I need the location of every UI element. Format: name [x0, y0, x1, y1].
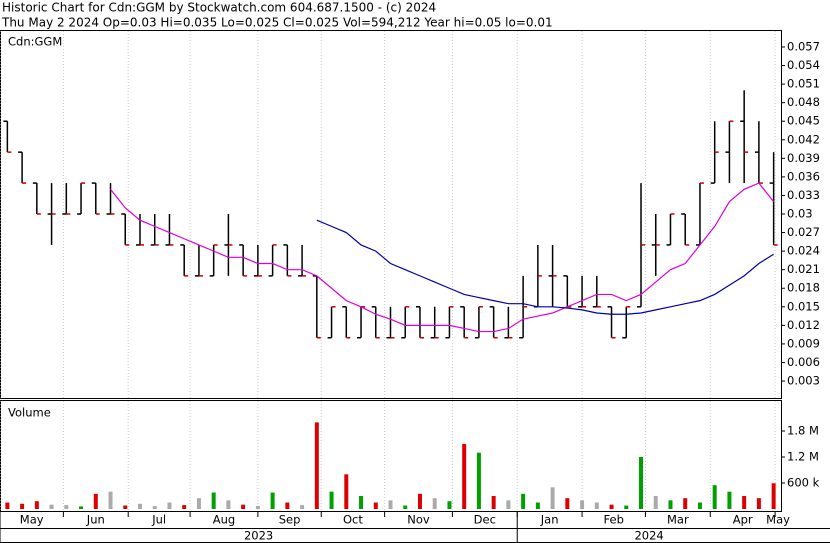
volume-bar: [653, 496, 658, 509]
volume-bar: [79, 506, 84, 509]
x-tick-label: May: [766, 513, 790, 527]
volume-frame: [0, 400, 782, 512]
x-tick-label: Apr: [733, 513, 753, 527]
x-tick-label: Jun: [86, 513, 105, 527]
x-tick-label: Sep: [279, 513, 301, 527]
volume-bar: [255, 505, 260, 509]
volume-bar: [580, 500, 585, 509]
volume-bar: [521, 493, 526, 509]
moving-average: [110, 182, 775, 333]
x-tick-label: Nov: [407, 513, 430, 527]
volume-bar: [93, 493, 98, 509]
y-tick-label: 0.024: [787, 244, 820, 258]
volume-bar: [756, 498, 761, 509]
volume-bar: [491, 496, 496, 509]
y-tick-label: 0.006: [787, 355, 820, 369]
y-tick-label: 1.8 M: [787, 424, 819, 438]
chart-title: Historic Chart for Cdn:GGM by Stockwatch…: [2, 1, 436, 15]
volume-bar: [5, 502, 10, 509]
volume-bar: [152, 505, 157, 509]
volume-bar: [108, 491, 113, 509]
year-label: 2024: [634, 529, 663, 543]
volume-bar: [344, 474, 349, 509]
volume-bar: [506, 500, 511, 509]
volume-bar: [697, 502, 702, 509]
volume-bar: [727, 491, 732, 509]
x-tick-label: Aug: [213, 513, 235, 527]
x-tick-label: Oct: [343, 513, 363, 527]
y-tick-label: 0.054: [787, 58, 820, 72]
chart-subtitle: Thu May 2 2024 Op=0.03 Hi=0.035 Lo=0.025…: [1, 16, 553, 30]
volume-bar: [447, 501, 452, 509]
y-tick-label: 0.021: [787, 262, 820, 276]
y-tick-label: 0.036: [787, 169, 820, 183]
year-label: 2023: [244, 529, 273, 543]
volume-bar: [226, 500, 231, 509]
y-tick-label: 0.012: [787, 318, 820, 332]
x-tick-label: Feb: [604, 513, 624, 527]
volume-bar: [196, 498, 201, 509]
y-tick-label: 0.057: [787, 39, 820, 53]
volume-bar: [432, 498, 437, 509]
y-tick-label: 600 k: [787, 476, 820, 490]
y-tick-label: 0.027: [787, 225, 820, 239]
volume-bar: [476, 452, 481, 509]
y-tick-label: 0.03: [787, 207, 813, 221]
x-tick-label: Mar: [667, 513, 689, 527]
volume-bar: [270, 492, 275, 509]
moving-average: [316, 219, 774, 315]
y-tick-label: 1.2 M: [787, 450, 819, 464]
volume-bar: [300, 505, 305, 509]
volume-bar: [285, 502, 290, 509]
x-tick-label: May: [20, 513, 44, 527]
legend-label: Cdn:GGM: [8, 35, 62, 49]
y-tick-label: 0.033: [787, 188, 820, 202]
volume-bar: [417, 493, 422, 509]
volume-bar: [712, 485, 717, 509]
volume-bar: [20, 503, 25, 509]
volume-bar: [624, 505, 629, 509]
x-tick-label: Dec: [474, 513, 496, 527]
volume-bar: [639, 457, 644, 509]
volume-bar: [137, 503, 142, 509]
volume-bar: [49, 504, 54, 509]
volume-bar: [565, 498, 570, 509]
volume-bar: [462, 444, 467, 509]
volume-bar: [594, 502, 599, 509]
volume-bar: [771, 483, 776, 509]
volume-bar: [359, 496, 364, 509]
volume-bar: [388, 500, 393, 509]
volume-bar: [182, 505, 187, 509]
y-tick-label: 0.015: [787, 299, 820, 313]
x-tick-label: Jul: [151, 513, 166, 527]
volume-bar: [403, 505, 408, 509]
y-tick-label: 0.045: [787, 114, 820, 128]
volume-bar: [314, 422, 319, 509]
y-tick-label: 0.009: [787, 336, 820, 350]
volume-bar: [64, 505, 69, 509]
volume-bar: [742, 496, 747, 509]
volume-bar: [167, 502, 172, 509]
volume-bar: [535, 502, 540, 509]
y-tick-label: 0.003: [787, 374, 820, 388]
volume-bar: [211, 492, 216, 509]
y-tick-label: 0.048: [787, 95, 820, 109]
y-tick-label: 0.051: [787, 77, 820, 91]
volume-bar: [373, 502, 378, 509]
volume-bar: [609, 504, 614, 509]
volume-bar: [329, 491, 334, 509]
volume-bar: [123, 505, 128, 509]
volume-bar: [683, 498, 688, 509]
volume-bar: [241, 504, 246, 509]
x-tick-label: Jan: [540, 513, 559, 527]
y-tick-label: 0.042: [787, 132, 820, 146]
volume-label: Volume: [8, 406, 51, 420]
volume-bar: [550, 487, 555, 509]
y-tick-label: 0.018: [787, 281, 820, 295]
y-tick-label: 0.039: [787, 151, 820, 165]
volume-bar: [668, 500, 673, 509]
volume-bar: [34, 501, 39, 509]
